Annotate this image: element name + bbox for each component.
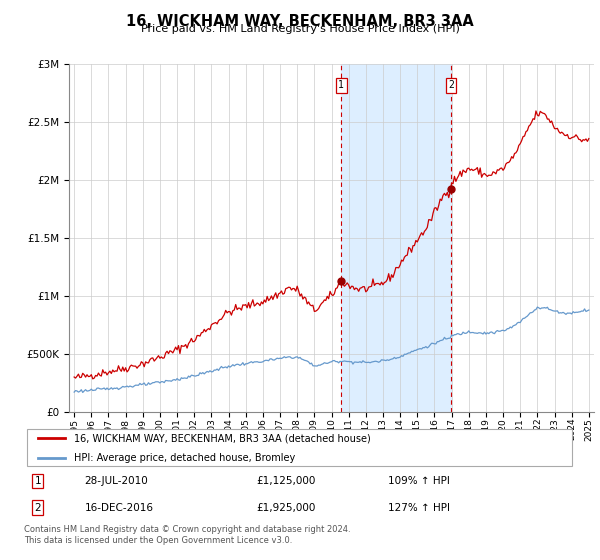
Text: 1: 1 bbox=[338, 80, 344, 90]
Text: 109% ↑ HPI: 109% ↑ HPI bbox=[388, 476, 450, 486]
Text: Contains HM Land Registry data © Crown copyright and database right 2024.
This d: Contains HM Land Registry data © Crown c… bbox=[24, 525, 350, 545]
Text: £1,925,000: £1,925,000 bbox=[256, 502, 315, 512]
Text: 127% ↑ HPI: 127% ↑ HPI bbox=[388, 502, 451, 512]
Text: 28-JUL-2010: 28-JUL-2010 bbox=[85, 476, 148, 486]
Text: 1: 1 bbox=[34, 476, 41, 486]
Text: HPI: Average price, detached house, Bromley: HPI: Average price, detached house, Brom… bbox=[74, 452, 295, 463]
Text: 16, WICKHAM WAY, BECKENHAM, BR3 3AA (detached house): 16, WICKHAM WAY, BECKENHAM, BR3 3AA (det… bbox=[74, 433, 370, 443]
Text: Price paid vs. HM Land Registry's House Price Index (HPI): Price paid vs. HM Land Registry's House … bbox=[140, 24, 460, 34]
Text: 16, WICKHAM WAY, BECKENHAM, BR3 3AA: 16, WICKHAM WAY, BECKENHAM, BR3 3AA bbox=[126, 14, 474, 29]
Text: 2: 2 bbox=[448, 80, 454, 90]
Text: 16-DEC-2016: 16-DEC-2016 bbox=[85, 502, 154, 512]
Text: £1,125,000: £1,125,000 bbox=[256, 476, 315, 486]
FancyBboxPatch shape bbox=[27, 429, 572, 466]
Bar bbox=[341, 64, 451, 412]
Text: 2: 2 bbox=[34, 502, 41, 512]
